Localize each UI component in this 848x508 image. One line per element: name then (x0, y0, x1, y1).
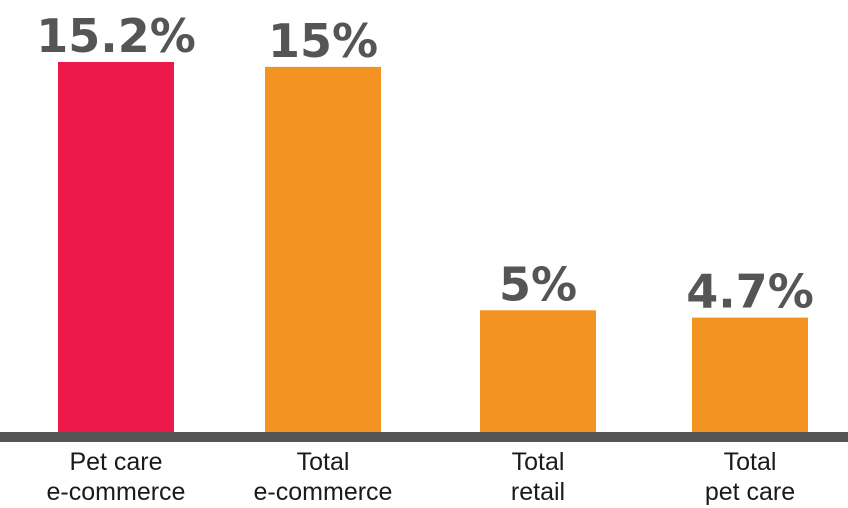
category-label-1-line-1: e-commerce (254, 478, 393, 506)
category-labels-group: Pet caree-commerceTotale-commerceTotalre… (47, 448, 796, 506)
bar-3 (692, 317, 808, 432)
value-labels-group: 15.2% 15% 5% 4.7% (36, 9, 814, 319)
bars-group (58, 62, 808, 433)
bar-2 (480, 310, 596, 432)
category-label-2-line-0: Total (512, 448, 565, 476)
category-label-3-line-1: pet care (705, 478, 795, 506)
category-label-2-line-1: retail (511, 478, 565, 506)
bar-0 (58, 62, 174, 432)
value-label-2: 5% (499, 257, 577, 311)
value-label-3: 4.7% (686, 265, 814, 319)
category-label-3-line-0: Total (724, 448, 777, 476)
x-axis-baseline (0, 432, 848, 442)
value-label-0: 15.2% (36, 9, 196, 63)
category-label-1-line-0: Total (297, 448, 350, 476)
category-label-0-line-1: e-commerce (47, 478, 186, 506)
category-label-0-line-0: Pet care (69, 448, 162, 476)
bar-1 (265, 66, 381, 433)
value-label-1: 15% (268, 14, 378, 68)
